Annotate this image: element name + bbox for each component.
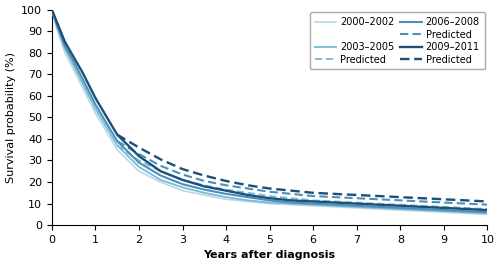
Y-axis label: Survival probability (%): Survival probability (%)	[6, 52, 16, 183]
Legend: 2000–2002, , 2003–2005, Predicted, 2006–2008, Predicted, 2009–2011, Predicted: 2000–2002, , 2003–2005, Predicted, 2006–…	[310, 13, 484, 69]
X-axis label: Years after diagnosis: Years after diagnosis	[204, 251, 336, 260]
